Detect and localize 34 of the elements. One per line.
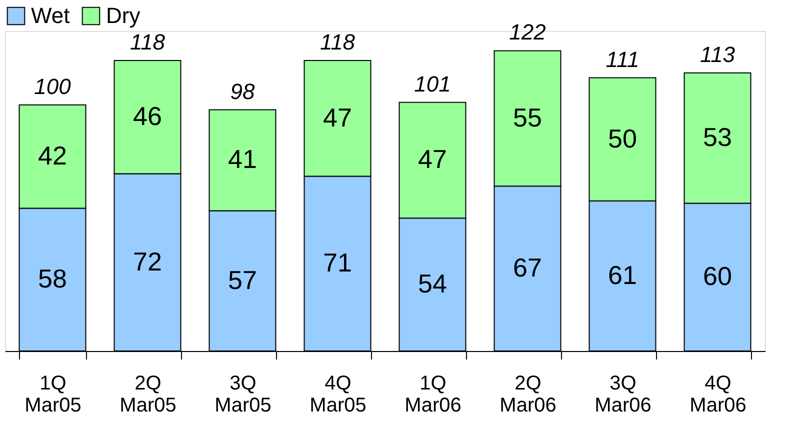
total-label: 111 — [606, 46, 640, 72]
data-label: 46 — [133, 101, 162, 132]
x-tick-label: 3Q Mar05 — [214, 372, 272, 416]
data-label: 47 — [418, 144, 447, 174]
x-tick-label: 2Q Mar05 — [120, 372, 176, 416]
total-label: 113 — [700, 42, 736, 67]
data-label: 67 — [513, 252, 542, 283]
x-tick-label: 4Q Mar06 — [690, 372, 746, 416]
data-label: 42 — [38, 140, 67, 171]
data-label: 61 — [608, 260, 637, 290]
x-tick-label: 3Q Mar06 — [594, 372, 652, 416]
x-tick-label: 4Q Mar05 — [310, 372, 366, 416]
data-label: 55 — [513, 102, 542, 132]
data-label: 41 — [228, 144, 257, 174]
data-label: 57 — [228, 264, 257, 295]
data-label: 47 — [323, 102, 352, 132]
x-tick-label: 2Q Mar06 — [500, 372, 556, 416]
data-label: 71 — [323, 248, 352, 278]
legend-label: Dry — [106, 3, 140, 28]
total-label: 98 — [230, 78, 256, 104]
legend-label: Wet — [31, 3, 70, 28]
total-label: 100 — [34, 74, 72, 99]
data-label: 72 — [133, 246, 162, 276]
data-label: 50 — [608, 123, 637, 154]
data-label: 58 — [38, 264, 67, 294]
x-tick-label: 1Q Mar05 — [24, 372, 82, 416]
data-label: 54 — [418, 268, 447, 299]
total-label: 122 — [509, 20, 546, 45]
total-label: 101 — [414, 71, 451, 96]
total-label: 118 — [130, 30, 166, 55]
data-label: 53 — [703, 122, 732, 152]
x-tick-label: 1Q Mar06 — [404, 372, 462, 416]
data-label: 60 — [703, 261, 732, 292]
total-label: 118 — [320, 30, 356, 55]
